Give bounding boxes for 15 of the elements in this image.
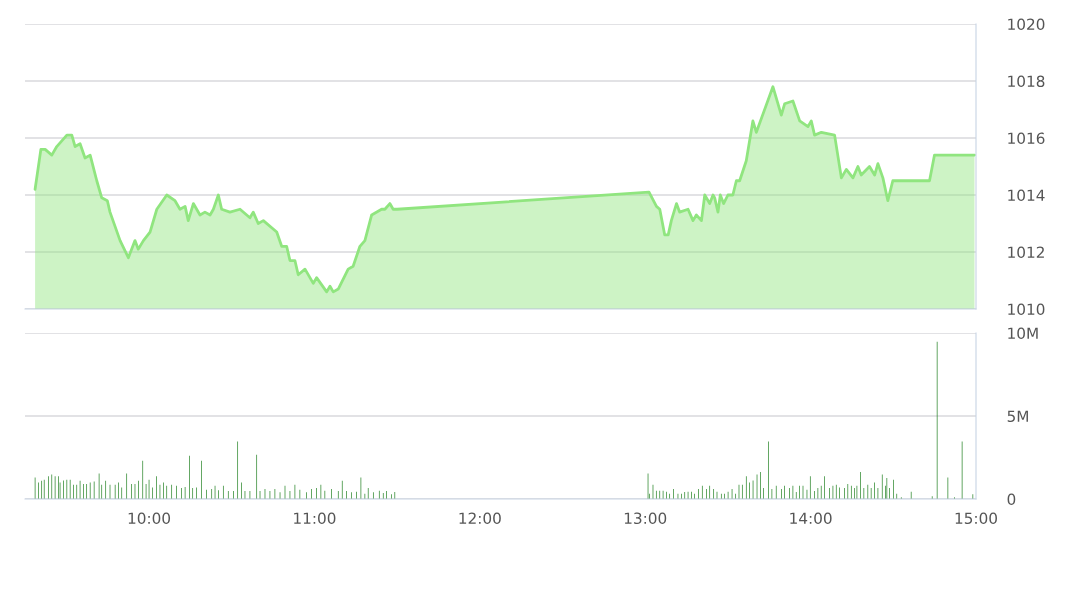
x-tick-label: 15:00 [955, 512, 997, 525]
y-tick-label: 1010 [1008, 303, 1045, 316]
y-tick-label: 5M [1007, 410, 1028, 423]
y-tick-label: 1018 [1008, 75, 1045, 88]
y-tick-label: 10M [1008, 327, 1038, 340]
x-tick-label: 14:00 [790, 512, 832, 525]
y-tick-label: 0 [1007, 493, 1016, 506]
y-tick-label: 1020 [1008, 18, 1045, 31]
y-tick-label: 1012 [1008, 246, 1044, 259]
x-tick-label: 12:00 [459, 512, 501, 525]
x-tick-label: 11:00 [294, 512, 336, 525]
y-tick-label: 1016 [1008, 132, 1045, 145]
x-tick-label: 13:00 [624, 512, 667, 525]
x-tick-label: 10:00 [128, 512, 171, 525]
y-tick-label: 1014 [1008, 189, 1045, 202]
